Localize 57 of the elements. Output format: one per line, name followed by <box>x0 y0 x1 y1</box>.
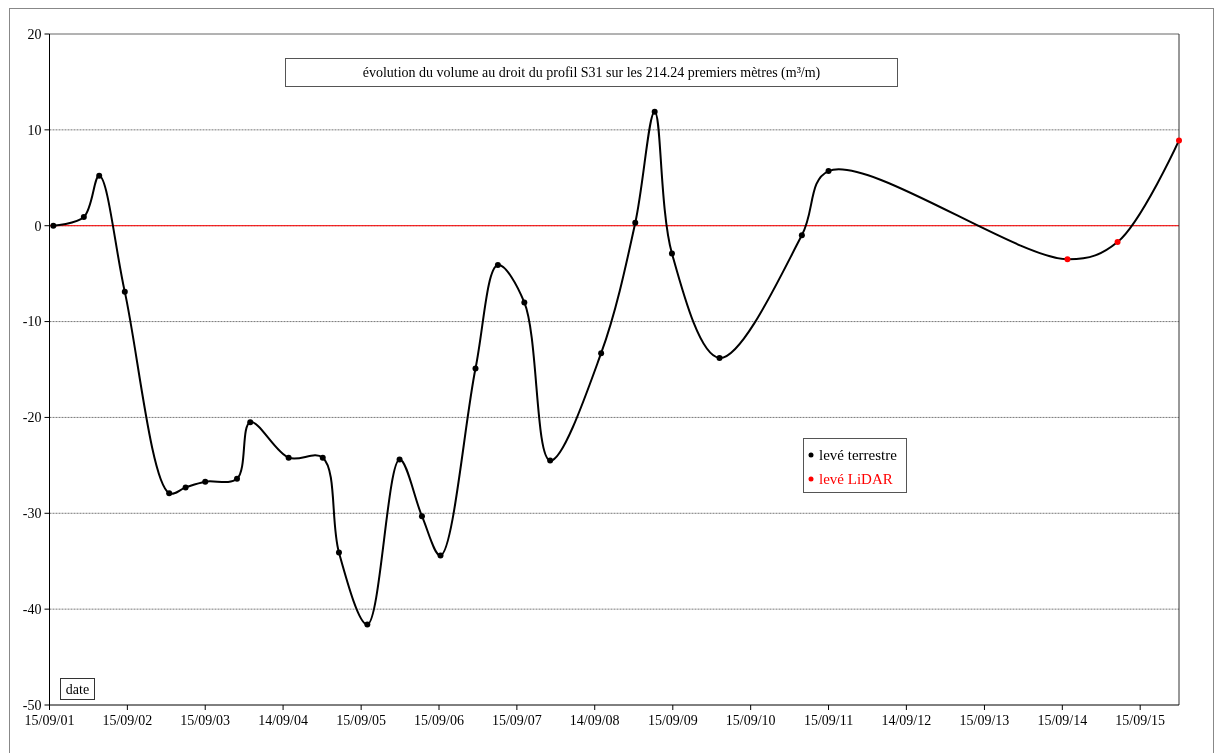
point <box>1176 137 1182 144</box>
x-tick-label: 15/09/01 <box>24 713 75 728</box>
x-tick-label: 14/09/12 <box>881 713 932 728</box>
y-tick-label: -40 <box>22 602 42 618</box>
point <box>472 365 479 372</box>
y-tick-label: -20 <box>22 410 42 426</box>
point <box>632 219 639 226</box>
y-tick-label: -50 <box>22 697 42 713</box>
text: évolution du volume au droit du profil S31 sur les 214.24 premiers mètres (m³/m) <box>362 65 821 81</box>
point <box>234 475 240 482</box>
point <box>182 484 189 491</box>
point <box>166 490 173 497</box>
x-tick-label: 15/09/15 <box>1115 713 1166 728</box>
x-tick-label: 15/09/05 <box>336 713 387 728</box>
point <box>798 232 805 239</box>
point <box>285 454 292 461</box>
x-tick-label: 15/09/06 <box>414 713 464 728</box>
text: levé LiDAR <box>819 471 893 487</box>
x-tick-label: 15/09/07 <box>491 713 542 728</box>
point <box>50 222 57 229</box>
point <box>202 478 209 485</box>
point <box>437 552 444 559</box>
x-tick-label: 14/09/04 <box>258 713 308 728</box>
y-tick-label: 10 <box>27 122 42 138</box>
point <box>80 214 87 221</box>
point <box>1064 256 1071 263</box>
x-tick-label: 15/09/11 <box>803 713 854 728</box>
point <box>319 454 326 461</box>
point <box>716 355 723 361</box>
y-tick-label: 20 <box>27 26 42 42</box>
point <box>121 288 128 295</box>
x-tick-label: 15/09/03 <box>180 713 231 728</box>
x-tick-label: 15/09/09 <box>647 713 698 728</box>
y-tick-label: -30 <box>22 506 42 522</box>
x-tick-label: 15/09/14 <box>1037 713 1088 728</box>
point <box>547 457 554 464</box>
point <box>396 456 403 463</box>
point <box>96 172 103 179</box>
y-tick-label: 0 <box>34 218 42 234</box>
point <box>651 108 658 115</box>
text: levé terrestre <box>819 447 898 463</box>
x-tick-label: 15/09/02 <box>102 713 153 728</box>
point <box>335 549 342 556</box>
point <box>1114 239 1121 246</box>
x-axis-title: date <box>65 682 90 697</box>
point <box>364 621 371 628</box>
point <box>825 168 832 175</box>
point <box>418 513 425 520</box>
x-tick-label: 15/09/13 <box>959 713 1010 728</box>
x-tick-label: 14/09/08 <box>569 713 620 728</box>
point <box>668 250 675 257</box>
x-tick-label: 15/09/10 <box>725 713 776 728</box>
point <box>247 419 254 426</box>
point <box>521 299 528 306</box>
y-tick-label: -10 <box>22 314 42 330</box>
point <box>494 262 501 269</box>
point <box>598 350 605 357</box>
